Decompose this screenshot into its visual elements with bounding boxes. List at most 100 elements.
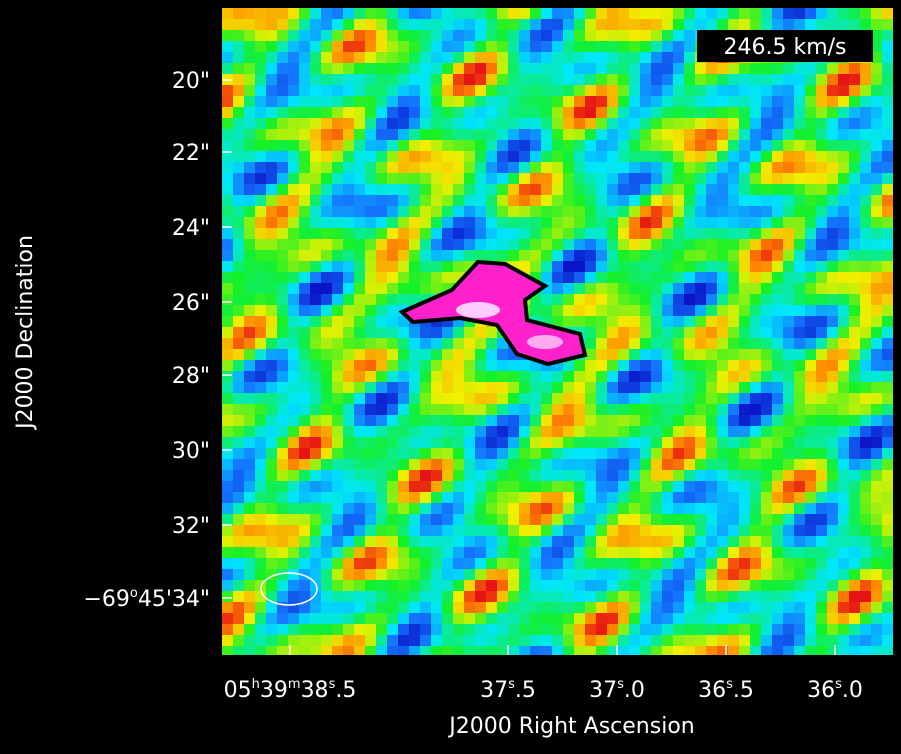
- map-cell: [849, 316, 860, 327]
- map-cell: [728, 613, 739, 624]
- map-cell: [475, 382, 486, 393]
- map-cell: [860, 63, 871, 74]
- map-cell: [519, 426, 530, 437]
- map-cell: [574, 294, 585, 305]
- map-cell: [563, 151, 574, 162]
- map-cell: [849, 349, 860, 360]
- map-cell: [607, 140, 618, 151]
- map-cell: [387, 635, 398, 646]
- map-cell: [442, 591, 453, 602]
- map-cell: [838, 635, 849, 646]
- map-cell: [431, 349, 442, 360]
- map-cell: [838, 239, 849, 250]
- map-cell: [728, 404, 739, 415]
- tick-label-part: 45'34": [138, 587, 210, 612]
- map-cell: [739, 525, 750, 536]
- map-cell: [882, 118, 893, 129]
- map-cell: [354, 602, 365, 613]
- map-cell: [354, 503, 365, 514]
- map-cell: [585, 228, 596, 239]
- map-cell: [662, 459, 673, 470]
- map-cell: [607, 338, 618, 349]
- map-cell: [574, 448, 585, 459]
- map-cell: [255, 613, 266, 624]
- map-cell: [783, 349, 794, 360]
- map-cell: [299, 360, 310, 371]
- map-cell: [222, 8, 233, 19]
- map-cell: [486, 580, 497, 591]
- map-cell: [442, 250, 453, 261]
- map-cell: [332, 404, 343, 415]
- map-cell: [651, 481, 662, 492]
- map-cell: [288, 426, 299, 437]
- map-cell: [673, 569, 684, 580]
- map-cell: [882, 228, 893, 239]
- map-cell: [662, 525, 673, 536]
- map-cell: [222, 118, 233, 129]
- map-cell: [299, 305, 310, 316]
- map-cell: [409, 250, 420, 261]
- map-cell: [640, 217, 651, 228]
- map-cell: [772, 217, 783, 228]
- map-cell: [365, 107, 376, 118]
- map-cell: [497, 415, 508, 426]
- map-cell: [222, 547, 233, 558]
- map-cell: [343, 503, 354, 514]
- map-cell: [420, 536, 431, 547]
- map-cell: [365, 316, 376, 327]
- map-cell: [838, 283, 849, 294]
- map-cell: [618, 503, 629, 514]
- map-cell: [750, 613, 761, 624]
- map-cell: [464, 228, 475, 239]
- map-cell: [651, 217, 662, 228]
- map-cell: [640, 404, 651, 415]
- map-cell: [750, 360, 761, 371]
- map-cell: [475, 514, 486, 525]
- map-cell: [651, 239, 662, 250]
- map-cell: [816, 492, 827, 503]
- map-cell: [585, 184, 596, 195]
- map-cell: [255, 118, 266, 129]
- map-cell: [552, 481, 563, 492]
- map-cell: [288, 41, 299, 52]
- map-cell: [761, 558, 772, 569]
- map-cell: [563, 250, 574, 261]
- map-cell: [321, 360, 332, 371]
- map-cell: [673, 492, 684, 503]
- map-cell: [772, 437, 783, 448]
- map-cell: [420, 195, 431, 206]
- map-cell: [618, 514, 629, 525]
- map-cell: [365, 569, 376, 580]
- map-cell: [618, 261, 629, 272]
- map-cell: [244, 52, 255, 63]
- map-cell: [827, 371, 838, 382]
- map-cell: [871, 184, 882, 195]
- map-cell: [552, 547, 563, 558]
- map-cell: [640, 426, 651, 437]
- map-cell: [398, 228, 409, 239]
- map-cell: [805, 261, 816, 272]
- map-cell: [805, 272, 816, 283]
- map-cell: [475, 569, 486, 580]
- map-cell: [354, 228, 365, 239]
- map-cell: [519, 613, 530, 624]
- map-cell: [497, 393, 508, 404]
- map-cell: [651, 547, 662, 558]
- map-cell: [420, 206, 431, 217]
- map-cell: [255, 162, 266, 173]
- map-cell: [321, 239, 332, 250]
- map-cell: [453, 459, 464, 470]
- map-cell: [508, 470, 519, 481]
- map-cell: [651, 30, 662, 41]
- map-cell: [519, 85, 530, 96]
- map-cell: [585, 162, 596, 173]
- map-cell: [761, 195, 772, 206]
- map-cell: [816, 646, 827, 655]
- map-cell: [563, 382, 574, 393]
- map-cell: [321, 217, 332, 228]
- map-cell: [728, 536, 739, 547]
- map-cell: [882, 107, 893, 118]
- map-cell: [827, 96, 838, 107]
- map-cell: [761, 360, 772, 371]
- map-cell: [365, 30, 376, 41]
